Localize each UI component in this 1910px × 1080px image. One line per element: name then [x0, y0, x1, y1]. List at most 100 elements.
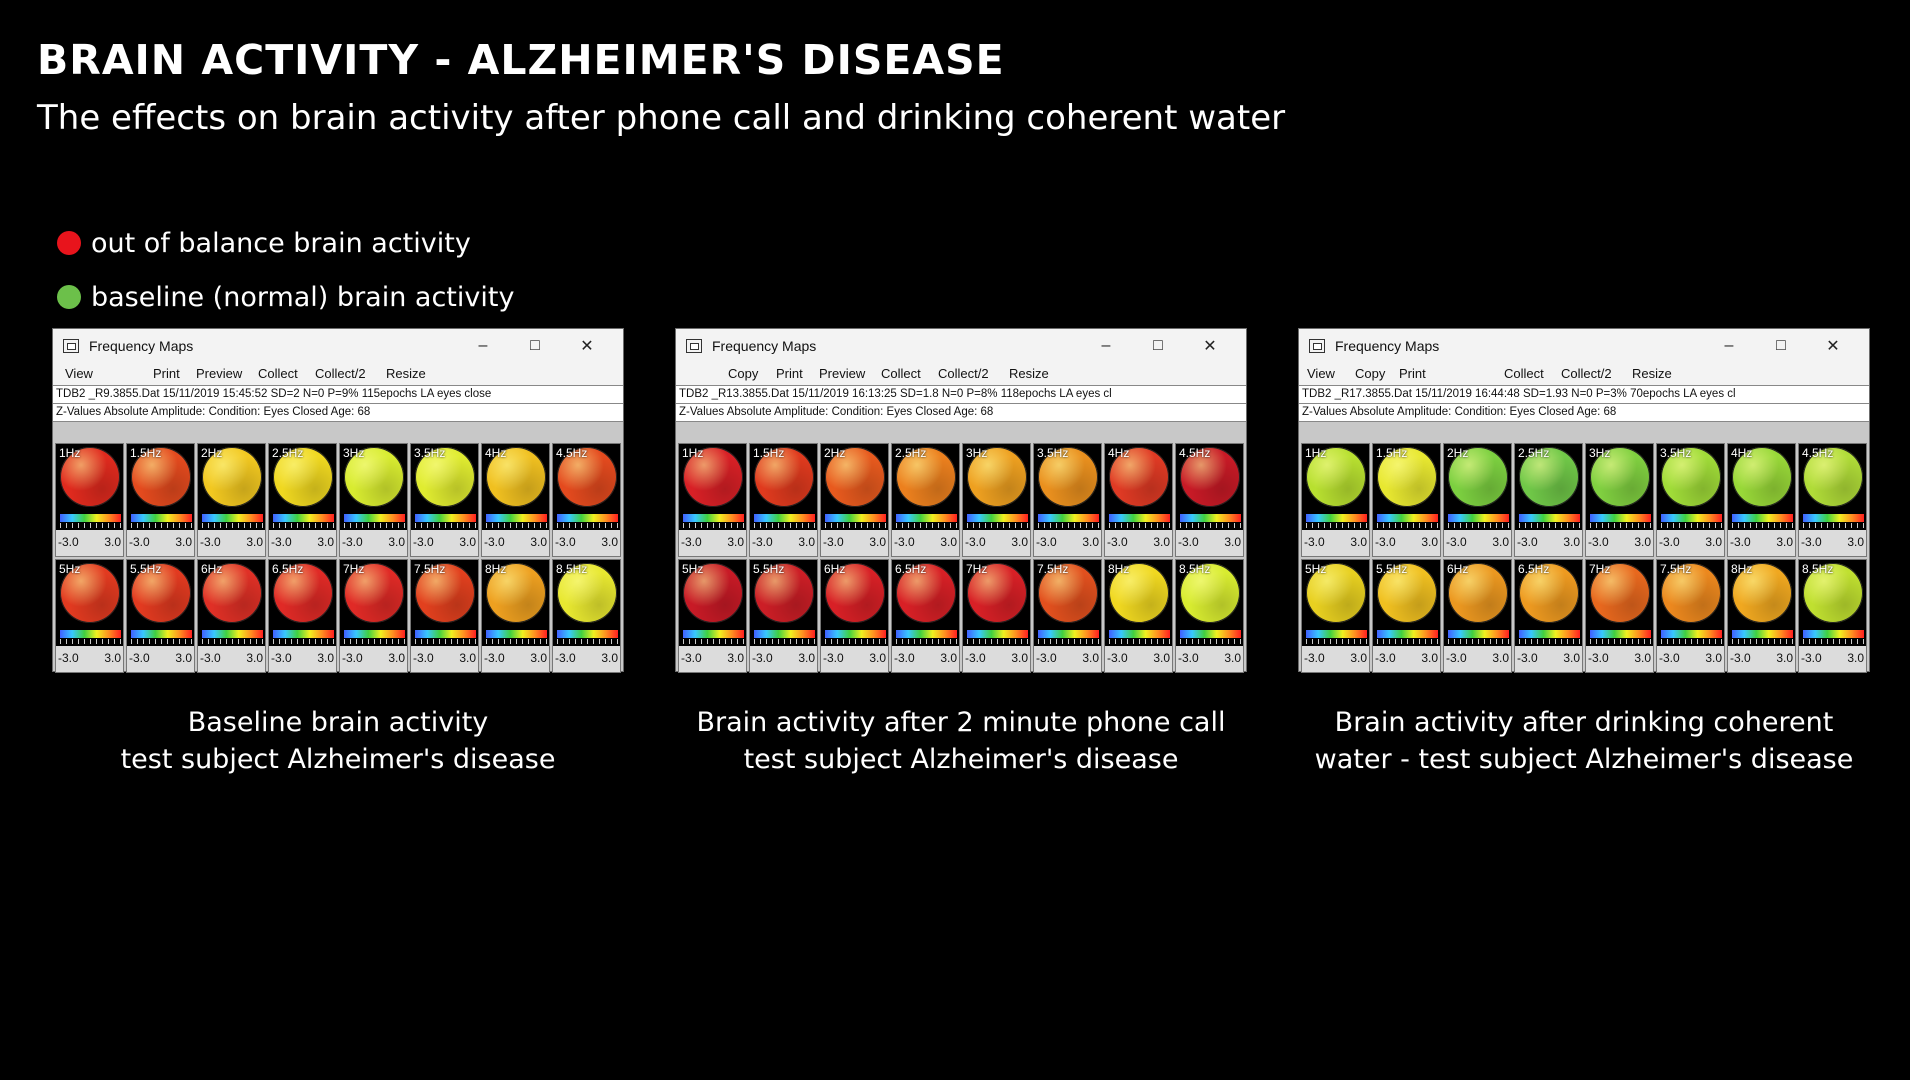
scale-label-area: [1373, 530, 1440, 556]
head-topomap-icon: [60, 447, 120, 507]
scale-ticks: [60, 639, 121, 644]
menu-item-collect[interactable]: Collect: [881, 366, 921, 381]
menu-item-preview[interactable]: Preview: [819, 366, 866, 381]
scale-min-label: -3.0: [965, 535, 986, 549]
window-app-icon: [63, 339, 79, 353]
menu-item-collect[interactable]: Collect: [258, 366, 298, 381]
head-topomap-icon: [967, 563, 1027, 623]
scale-ticks: [1519, 639, 1580, 644]
menu-item-resize[interactable]: Resize: [1009, 366, 1049, 381]
scale-min-label: -3.0: [752, 651, 773, 665]
frequency-label: 2Hz: [1447, 446, 1469, 460]
frequency-map: 5Hz -3.0 3.0: [678, 559, 747, 673]
frequency-label: 1.5Hz: [130, 446, 162, 460]
scale-ticks: [1661, 639, 1722, 644]
scale-max-label: 3.0: [869, 535, 886, 549]
scale-label-area: [1176, 530, 1243, 556]
menu-item-collect-2[interactable]: Collect/2: [1561, 366, 1612, 381]
window-controls: – □ ✕: [1703, 329, 1859, 363]
panel-caption: Baseline brain activity test subject Alz…: [18, 704, 658, 778]
menu-item-resize[interactable]: Resize: [1632, 366, 1672, 381]
scale-max-label: 3.0: [317, 535, 334, 549]
scale-max-label: 3.0: [246, 651, 263, 665]
menu-item-collect-2[interactable]: Collect/2: [315, 366, 366, 381]
frequency-maps-window[interactable]: Frequency Maps – □ ✕ Copy Print Preview Col…: [675, 328, 1247, 673]
color-scale-bar: [273, 514, 334, 522]
scale-ticks: [557, 523, 618, 528]
minimize-icon[interactable]: –: [1101, 337, 1111, 354]
scale-ticks: [1590, 523, 1651, 528]
maximize-icon[interactable]: □: [1153, 337, 1163, 354]
scale-max-label: 3.0: [940, 651, 957, 665]
close-icon[interactable]: ✕: [1203, 338, 1217, 355]
scale-min-label: -3.0: [342, 651, 363, 665]
frequency-label: 4.5Hz: [1802, 446, 1834, 460]
legend-label: out of balance brain activity: [91, 227, 471, 259]
menu-item-view[interactable]: View: [1307, 366, 1335, 381]
maximize-icon[interactable]: □: [1776, 337, 1786, 354]
condition-info-line: Z-Values Absolute Amplitude: Condition: …: [1299, 404, 1869, 422]
scale-min-label: -3.0: [1730, 651, 1751, 665]
scale-ticks: [1448, 523, 1509, 528]
menu-item-copy[interactable]: Copy: [728, 366, 759, 381]
window-titlebar[interactable]: Frequency Maps – □ ✕: [676, 329, 1246, 363]
frequency-label: 8Hz: [485, 562, 507, 576]
scale-max-label: 3.0: [104, 651, 121, 665]
head-topomap-icon: [1732, 447, 1792, 507]
panel-caption: Brain activity after 2 minute phone call…: [641, 704, 1281, 778]
page-title: BRAIN ACTIVITY - ALZHEIMER'S DISEASE: [37, 36, 1005, 84]
frequency-label: 4Hz: [1731, 446, 1753, 460]
menu-item-view[interactable]: View: [65, 366, 93, 381]
maximize-icon[interactable]: □: [530, 337, 540, 354]
scale-max-label: 3.0: [1082, 535, 1099, 549]
scale-label-area: [1799, 530, 1866, 556]
head-topomap-icon: [1038, 563, 1098, 623]
color-scale-bar: [60, 514, 121, 522]
scale-label-area: [1176, 646, 1243, 672]
scale-max-label: 3.0: [317, 651, 334, 665]
frequency-label: 3Hz: [1589, 446, 1611, 460]
head-topomap-icon: [1590, 563, 1650, 623]
frequency-label: 4.5Hz: [1179, 446, 1211, 460]
frequency-label: 1Hz: [682, 446, 704, 460]
close-icon[interactable]: ✕: [580, 338, 594, 355]
frequency-map-grid: 1Hz -3.0 3.0 1.5Hz -3.0 3.0 2Hz: [678, 443, 1244, 673]
menu-item-print[interactable]: Print: [1399, 366, 1426, 381]
frequency-maps-window[interactable]: Frequency Maps – □ ✕ View Copy Print Collec…: [1298, 328, 1870, 673]
menu-item-resize[interactable]: Resize: [386, 366, 426, 381]
frequency-map: 4Hz -3.0 3.0: [481, 443, 550, 557]
color-scale-bar: [344, 630, 405, 638]
frequency-label: 2.5Hz: [895, 446, 927, 460]
frequency-label: 8Hz: [1108, 562, 1130, 576]
close-icon[interactable]: ✕: [1826, 338, 1840, 355]
minimize-icon[interactable]: –: [1724, 337, 1734, 354]
frequency-label: 6.5Hz: [1518, 562, 1550, 576]
color-scale-bar: [1661, 514, 1722, 522]
frequency-label: 2.5Hz: [1518, 446, 1550, 460]
frequency-map: 4.5Hz -3.0 3.0: [1175, 443, 1244, 557]
frequency-map: 6Hz -3.0 3.0: [1443, 559, 1512, 673]
menu-item-collect-2[interactable]: Collect/2: [938, 366, 989, 381]
scale-max-label: 3.0: [1011, 651, 1028, 665]
scale-min-label: -3.0: [1659, 651, 1680, 665]
minimize-icon[interactable]: –: [478, 337, 488, 354]
scale-max-label: 3.0: [798, 535, 815, 549]
frequency-maps-window[interactable]: Frequency Maps – □ ✕ View Print Preview Col…: [52, 328, 624, 673]
window-titlebar[interactable]: Frequency Maps – □ ✕: [53, 329, 623, 363]
menu-item-preview[interactable]: Preview: [196, 366, 243, 381]
scale-max-label: 3.0: [459, 651, 476, 665]
menu-item-copy[interactable]: Copy: [1355, 366, 1386, 381]
color-scale-bar: [1038, 630, 1099, 638]
red-dot-icon: [57, 231, 81, 255]
scale-max-label: 3.0: [246, 535, 263, 549]
menu-item-collect[interactable]: Collect: [1504, 366, 1544, 381]
scale-max-label: 3.0: [1847, 651, 1864, 665]
menu-item-print[interactable]: Print: [776, 366, 803, 381]
caption-line-2: test subject Alzheimer's disease: [743, 744, 1179, 775]
menu-item-print[interactable]: Print: [153, 366, 180, 381]
frequency-label: 6Hz: [824, 562, 846, 576]
scale-max-label: 3.0: [530, 651, 547, 665]
scale-min-label: -3.0: [1446, 651, 1467, 665]
window-titlebar[interactable]: Frequency Maps – □ ✕: [1299, 329, 1869, 363]
scale-ticks: [683, 639, 744, 644]
